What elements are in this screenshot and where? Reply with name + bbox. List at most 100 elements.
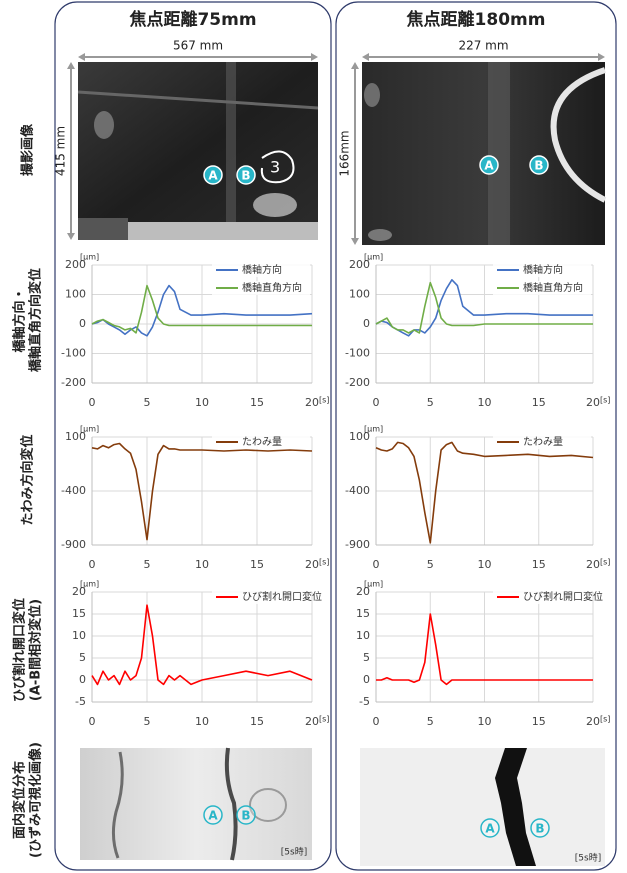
- x-tick-label: 0: [89, 558, 96, 571]
- column-frame: [335, 1, 617, 871]
- height-label: 166mm: [338, 130, 352, 176]
- y-tick-label: 15: [356, 607, 370, 620]
- x-tick-label: 5: [144, 558, 151, 571]
- width-label: 227 mm: [458, 39, 508, 53]
- height-label: 415 mm: [54, 126, 68, 176]
- y-tick-label: 15: [72, 607, 86, 620]
- time-label: [5s時]: [575, 853, 601, 864]
- point-marker: [203, 805, 223, 825]
- point-marker-label: B: [241, 809, 250, 823]
- y-tick-label: -400: [61, 484, 86, 497]
- x-tick-label: 20: [586, 396, 600, 409]
- x-tick-label: 10: [195, 396, 209, 409]
- point-marker-label: B: [535, 822, 544, 836]
- point-marker: [203, 165, 223, 185]
- photo: 3: [77, 62, 319, 240]
- y-tick-label: 200: [65, 258, 86, 271]
- x-unit: [s]: [600, 715, 610, 724]
- legend-bg: [493, 435, 591, 449]
- legend-label: たわみ量: [242, 436, 282, 448]
- legend-label: ひび割れ開口変位: [242, 590, 322, 603]
- legend-bg: [212, 590, 310, 604]
- data-line: [91, 284, 312, 334]
- x-tick-label: 15: [532, 715, 546, 728]
- x-unit: [s]: [600, 558, 610, 567]
- y-tick-label: 0: [79, 673, 86, 686]
- width-label: 567 mm: [173, 39, 223, 53]
- x-unit: [s]: [600, 396, 610, 405]
- x-tick-label: 10: [478, 396, 492, 409]
- legend-bg: [493, 281, 591, 295]
- photo: [362, 62, 607, 245]
- legend-label: 橋軸直角方向: [242, 281, 302, 294]
- point-marker-label: A: [208, 169, 218, 183]
- y-tick-label: 100: [349, 288, 370, 301]
- x-tick-label: 20: [586, 715, 600, 728]
- x-tick-label: 0: [89, 396, 96, 409]
- legend-label: 橋軸直角方向: [523, 281, 583, 294]
- x-tick-label: 20: [305, 715, 319, 728]
- x-tick-label: 15: [250, 396, 264, 409]
- y-tick-label: 10: [356, 629, 370, 642]
- row-label: 橋軸直角方向変位: [28, 268, 44, 372]
- point-marker-label: A: [208, 809, 218, 823]
- x-tick-label: 15: [532, 558, 546, 571]
- x-tick-label: 5: [144, 715, 151, 728]
- point-marker: [480, 818, 500, 838]
- y-tick-label: -200: [345, 376, 370, 389]
- column-frame: [54, 1, 332, 871]
- x-tick-label: 20: [305, 558, 319, 571]
- data-line: [375, 441, 594, 544]
- legend-bg: [212, 263, 310, 277]
- point-marker: [479, 155, 499, 175]
- y-tick-label: 0: [79, 317, 86, 330]
- y-tick-label: -5: [359, 695, 370, 708]
- data-line: [376, 613, 593, 686]
- x-tick-label: 0: [373, 396, 380, 409]
- y-unit: [μm]: [80, 580, 99, 589]
- x-tick-label: 20: [586, 558, 600, 571]
- x-unit: [s]: [319, 558, 329, 567]
- point-marker: [236, 805, 256, 825]
- x-tick-label: 5: [427, 558, 434, 571]
- row-label: 橋軸方向・: [12, 287, 28, 352]
- legend-bg: [212, 281, 310, 295]
- point-marker-label: A: [484, 159, 494, 173]
- y-tick-label: -400: [345, 484, 370, 497]
- legend-label: 橋軸方向: [242, 263, 282, 276]
- x-tick-label: 5: [144, 396, 151, 409]
- y-tick-label: 5: [79, 651, 86, 664]
- row-label: 撮影画像: [20, 123, 36, 176]
- x-tick-label: 10: [195, 558, 209, 571]
- column-title: 焦点距離75mm: [128, 9, 256, 30]
- x-tick-label: 0: [373, 715, 380, 728]
- data-line: [91, 604, 313, 686]
- row-label: ひび割れ開口変位: [12, 598, 28, 702]
- y-tick-label: -900: [61, 538, 86, 551]
- x-tick-label: 15: [250, 715, 264, 728]
- data-line: [375, 281, 593, 334]
- x-tick-label: 10: [478, 715, 492, 728]
- row-label: たわみ方向変位: [20, 434, 36, 525]
- y-tick-label: 10: [72, 629, 86, 642]
- y-tick-label: 0: [363, 673, 370, 686]
- y-unit: [μm]: [80, 425, 99, 434]
- x-tick-label: 15: [532, 396, 546, 409]
- point-marker-label: B: [534, 159, 543, 173]
- y-tick-label: 200: [349, 258, 370, 271]
- y-tick-label: 100: [65, 430, 86, 443]
- y-tick-label: 20: [72, 585, 86, 598]
- point-marker: [529, 155, 549, 175]
- y-tick-label: 100: [349, 430, 370, 443]
- row-label: (ひずみ可視化画像): [28, 742, 44, 858]
- column-title: 焦点距離180mm: [406, 9, 546, 30]
- y-tick-label: -100: [345, 347, 370, 360]
- legend-label: ひび割れ開口変位: [523, 590, 603, 603]
- y-unit: [μm]: [364, 580, 383, 589]
- x-tick-label: 5: [427, 715, 434, 728]
- row-label: 面内変位分布: [12, 761, 28, 839]
- y-tick-label: -100: [61, 347, 86, 360]
- y-unit: [μm]: [364, 425, 383, 434]
- data-line: [91, 442, 313, 541]
